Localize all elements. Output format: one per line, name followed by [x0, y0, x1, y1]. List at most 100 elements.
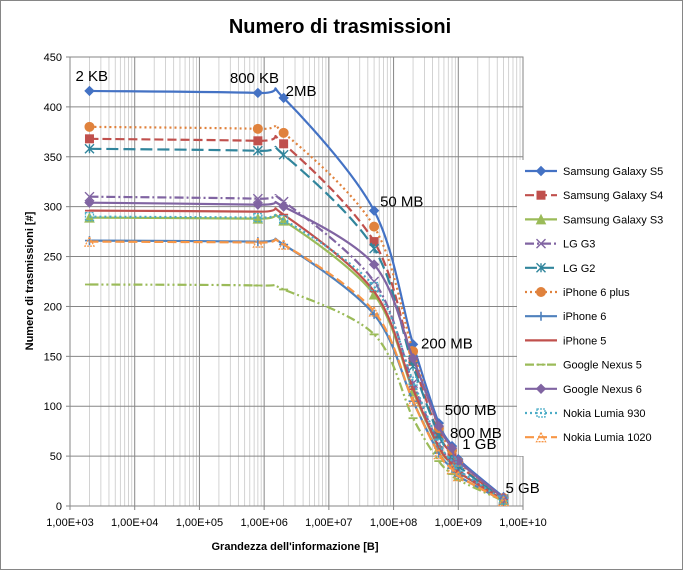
y-tick-label: 300: [44, 202, 62, 214]
legend-item-lg-g2: LG G2: [525, 263, 595, 275]
data-point-iphone-6-plus: [278, 127, 289, 138]
legend-box: [517, 160, 677, 456]
legend-label: iPhone 6 plus: [563, 287, 630, 299]
legend-label: Google Nexus 6: [563, 384, 642, 396]
data-point-google-nexus-6: [433, 420, 445, 432]
x-tick-label: 1,00E+03: [46, 517, 93, 529]
data-point-lg-g2: [252, 145, 263, 156]
legend-marker: [535, 383, 547, 395]
annotation-label: 800 KB: [230, 70, 279, 87]
data-point-samsung-galaxy-s4: [279, 139, 289, 149]
annotation-label: 5 GB: [506, 480, 540, 497]
data-point-samsung-galaxy-s4: [84, 134, 94, 144]
data-point-nokia-lumia-930: [253, 212, 263, 223]
x-tick-label: 1,00E+09: [435, 517, 482, 529]
data-point-iphone-6-plus: [84, 121, 95, 132]
data-point-nokia-lumia-1020: [278, 238, 290, 250]
data-point-samsung-galaxy-s4: [253, 136, 263, 146]
data-point-samsung-galaxy-s3: [278, 215, 289, 226]
data-point-nokia-lumia-930: [369, 281, 379, 292]
legend-item-nokia-lumia-930: Nokia Lumia 930: [525, 408, 646, 420]
data-point-google-nexus-6: [446, 442, 458, 454]
legend-label: LG G2: [563, 263, 595, 275]
data-point-nokia-lumia-930: [453, 465, 463, 475]
data-point-lg-g3: [252, 193, 263, 204]
legend-marker: [536, 238, 546, 249]
x-axis-label: Grandezza dell'informazione [B]: [211, 541, 378, 553]
legend-label: iPhone 5: [563, 335, 606, 347]
series-nokia-lumia-1020: [83, 235, 510, 507]
y-tick-label: 100: [44, 401, 62, 413]
data-point-samsung-galaxy-s5: [252, 87, 264, 99]
data-point-nokia-lumia-1020: [497, 495, 510, 507]
y-tick-label: 200: [44, 301, 62, 313]
legend-item-iphone-6-plus: iPhone 6 plus: [525, 287, 630, 299]
annotation-label: 500 MB: [445, 402, 497, 419]
y-tick-label: 250: [44, 252, 62, 264]
legend-marker: [535, 213, 547, 225]
data-point-samsung-galaxy-s5: [368, 205, 380, 216]
data-point-google-nexus-6: [407, 353, 419, 364]
data-point-nokia-lumia-1020: [252, 236, 264, 248]
legend-label: Samsung Galaxy S4: [563, 190, 663, 202]
annotation-label: 50 MB: [380, 194, 423, 211]
y-axis-label: Numero di trasmissioni [#]: [24, 211, 36, 350]
legend-item-lg-g3: LG G3: [525, 239, 595, 251]
data-point-nokia-lumia-1020: [368, 305, 380, 317]
legend-item-iphone-5: iPhone 5: [525, 335, 606, 347]
x-tick-label: 1,00E+04: [111, 517, 158, 529]
annotation-label: 800 MB: [450, 425, 502, 442]
legend-label: Nokia Lumia 1020: [563, 432, 652, 444]
legend-item-samsung-galaxy-s5: Samsung Galaxy S5: [525, 165, 663, 178]
legend-marker: [536, 262, 546, 273]
legend-label: Nokia Lumia 930: [563, 408, 646, 420]
y-tick-label: 0: [56, 501, 62, 513]
data-point-lg-g2: [369, 243, 380, 254]
data-point-nokia-lumia-1020: [433, 448, 445, 460]
data-point-nokia-lumia-930: [84, 211, 95, 222]
data-point-samsung-galaxy-s5: [84, 85, 95, 97]
legend-label: Samsung Galaxy S3: [563, 214, 663, 226]
annotation-label: 2 KB: [75, 68, 108, 85]
data-point-nokia-lumia-930: [408, 376, 418, 386]
legend-marker: [536, 311, 546, 321]
legend-item-google-nexus-5: Google Nexus 5: [525, 360, 642, 372]
data-point-nokia-lumia-1020: [83, 235, 96, 247]
data-point-google-nexus-6: [252, 199, 264, 210]
legend-marker: [535, 431, 547, 443]
series-layer: [83, 85, 510, 507]
legend-label: Samsung Galaxy S5: [563, 166, 663, 178]
legend-marker: [536, 190, 546, 200]
series-line-nokia-lumia-1020: [89, 238, 505, 502]
legend-item-samsung-galaxy-s3: Samsung Galaxy S3: [525, 213, 663, 226]
annotation-label: 1 GB: [462, 436, 496, 453]
data-point-google-nexus-6: [84, 197, 95, 208]
annotation-label: 2MB: [286, 83, 317, 100]
series-google-nexus-6: [84, 197, 509, 504]
legend-label: Google Nexus 5: [563, 360, 642, 372]
y-tick-label: 400: [44, 102, 62, 114]
x-tick-label: 1,00E+07: [305, 517, 352, 529]
legend-item-samsung-galaxy-s4: Samsung Galaxy S4: [525, 190, 663, 202]
data-point-iphone-6-plus: [369, 221, 380, 232]
axes: 1,00E+03 1,00E+04 1,00E+05 1,00E+06 1,00E+07…: [44, 52, 547, 529]
data-point-samsung-galaxy-s5: [278, 92, 289, 104]
data-point-nokia-lumia-1020: [407, 395, 419, 407]
y-tick-label: 350: [44, 152, 62, 164]
legend-marker: [536, 287, 546, 297]
y-tick-label: 150: [44, 351, 62, 363]
data-point-google-nexus-6: [368, 259, 380, 270]
legend-item-iphone-6: iPhone 6: [525, 311, 606, 323]
data-point-nokia-lumia-1020: [452, 470, 464, 482]
legend-marker: [536, 408, 546, 418]
data-point-iphone-6-plus: [252, 123, 263, 134]
x-tick-label: 1,00E+05: [176, 517, 223, 529]
data-point-nokia-lumia-1020: [446, 463, 458, 475]
y-tick-label: 50: [50, 451, 62, 463]
data-point-nokia-lumia-930: [498, 495, 509, 505]
x-tick-label: 1,00E+10: [499, 517, 546, 529]
data-point-lg-g2: [84, 143, 95, 154]
data-point-nokia-lumia-930: [278, 214, 289, 225]
data-point-lg-g2: [278, 149, 289, 160]
